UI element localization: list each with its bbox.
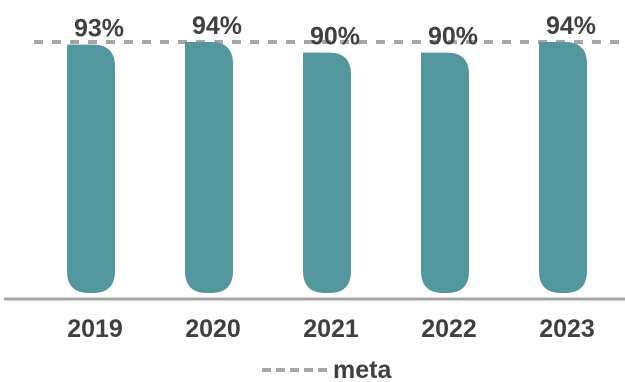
- data-label-2021: 90%: [310, 23, 360, 51]
- bar-2020: [185, 42, 233, 293]
- bar-2022: [421, 52, 469, 293]
- x-tick-label-2021: 2021: [303, 315, 359, 343]
- data-label-2019: 93%: [74, 15, 124, 43]
- bar-labels-group: 93% 94% 90% 90% 94%: [74, 12, 596, 51]
- legend-target-label: meta: [333, 356, 392, 382]
- data-label-2022: 90%: [428, 23, 478, 51]
- data-label-2020: 94%: [192, 12, 242, 40]
- bars-group: [67, 42, 587, 294]
- legend: meta: [262, 356, 392, 382]
- bar-2019: [67, 44, 115, 294]
- x-tick-label-2019: 2019: [67, 315, 123, 343]
- x-tick-label-2020: 2020: [185, 315, 241, 343]
- data-label-2023: 94%: [546, 12, 596, 40]
- bar-2021: [303, 52, 351, 293]
- x-tick-label-2022: 2022: [421, 315, 477, 343]
- x-tick-label-2023: 2023: [539, 315, 595, 343]
- x-tick-labels-group: 2019 2020 2021 2022 2023: [67, 315, 595, 343]
- bar-2023: [539, 42, 587, 293]
